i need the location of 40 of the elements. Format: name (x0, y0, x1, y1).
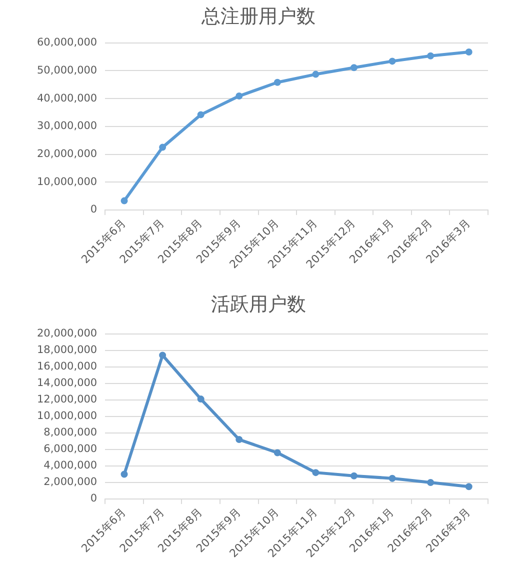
y-tick-label: 50,000,000 (36, 64, 98, 76)
y-tick-label: 0 (90, 204, 98, 216)
point (427, 52, 434, 60)
point (120, 470, 128, 478)
point (427, 478, 434, 486)
y-tick-label: 20,000,000 (36, 148, 98, 160)
y-tick-label: 20,000,000 (36, 328, 98, 340)
point (197, 396, 204, 403)
y-tick-label: 14,000,000 (36, 377, 98, 390)
point (388, 474, 396, 482)
point (236, 436, 243, 444)
y-tick-label: 18,000,000 (36, 344, 98, 356)
point (465, 483, 472, 490)
point (388, 58, 396, 65)
y-tick-label: 16,000,000 (36, 360, 98, 373)
chart-title: 活跃用户数 (211, 293, 306, 316)
y-tick-label: 60,000,000 (36, 36, 98, 49)
point (312, 469, 320, 476)
point (120, 197, 128, 204)
chart-title: 总注册用户数 (200, 5, 316, 28)
y-tick-label: 8,000,000 (44, 426, 98, 439)
point (236, 92, 243, 100)
point (350, 64, 358, 72)
y-tick-label: 0 (90, 492, 98, 505)
point (274, 449, 281, 456)
point (312, 70, 320, 78)
y-tick-label: 40,000,000 (36, 92, 98, 104)
point (197, 111, 204, 118)
y-tick-label: 10,000,000 (36, 410, 98, 422)
y-tick-label: 12,000,000 (36, 394, 98, 406)
point (159, 144, 166, 151)
point (465, 48, 472, 56)
y-tick-label: 10,000,000 (36, 176, 98, 188)
y-tick-label: 30,000,000 (36, 120, 98, 132)
y-tick-label: 2,000,000 (44, 476, 98, 488)
y-tick-label: 4,000,000 (44, 460, 98, 472)
y-tick-label: 6,000,000 (44, 443, 98, 456)
point (350, 472, 358, 480)
point (159, 352, 166, 359)
point (274, 78, 281, 86)
